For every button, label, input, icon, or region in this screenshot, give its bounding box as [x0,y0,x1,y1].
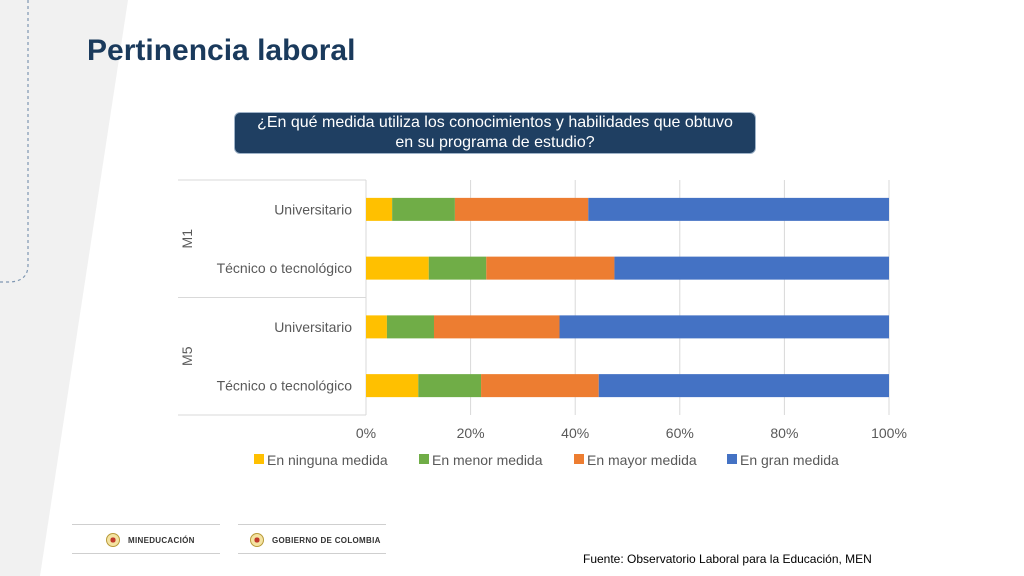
logo-divider [72,553,220,554]
bar-segment [366,197,393,221]
category-label: Universitario [274,319,352,335]
x-tick-label: 80% [770,425,798,441]
x-tick-label: 20% [457,425,485,441]
bar-segment [481,374,599,398]
legend-swatch [574,454,584,464]
mineducacion-logo-text: MINEDUCACIÓN [128,535,195,545]
bar-segment [366,374,419,398]
bar-segment [433,315,560,339]
bar-segment [559,315,889,339]
logo-divider [238,524,386,525]
group-label: M1 [179,229,195,249]
bar-segment [428,256,487,280]
category-label: Técnico o tecnológico [217,260,353,276]
source-note: Fuente: Observatorio Laboral para la Edu… [583,552,872,566]
legend-label: En ninguna medida [267,452,388,468]
legend-label: En gran medida [740,452,839,468]
bar-segment [386,315,434,339]
bar-segment [598,374,889,398]
coat-of-arms-icon [106,533,120,547]
gobierno-logo-text: GOBIERNO DE COLOMBIA [272,535,381,545]
question-box: ¿En qué medida utiliza los conocimientos… [234,112,756,154]
mineducacion-logo: MINEDUCACIÓN [106,526,195,554]
coat-of-arms-icon [250,533,264,547]
bar-segment [366,256,429,280]
question-text: ¿En qué medida utiliza los conocimientos… [257,114,733,151]
page-title: Pertinencia laboral [87,34,356,67]
category-label: Técnico o tecnológico [217,378,353,394]
decorative-side-band [0,0,128,576]
legend-label: En menor medida [432,452,543,468]
x-tick-label: 40% [561,425,589,441]
bar-segment [392,197,455,221]
logo-divider [238,553,386,554]
bar-segment [588,197,889,221]
group-label: M5 [179,346,195,366]
legend-swatch [254,454,264,464]
bar-segment [614,256,889,280]
bar-segment [454,197,589,221]
gobierno-logo: GOBIERNO DE COLOMBIA [250,526,381,554]
x-tick-label: 0% [356,425,376,441]
legend-swatch [727,454,737,464]
bar-segment [418,374,482,398]
x-tick-label: 60% [666,425,694,441]
logo-divider [72,524,220,525]
legend-label: En mayor medida [587,452,697,468]
category-label: Universitario [274,201,352,217]
legend-swatch [419,454,429,464]
x-tick-label: 100% [871,425,907,441]
bar-segment [486,256,615,280]
bar-segment [366,315,387,339]
